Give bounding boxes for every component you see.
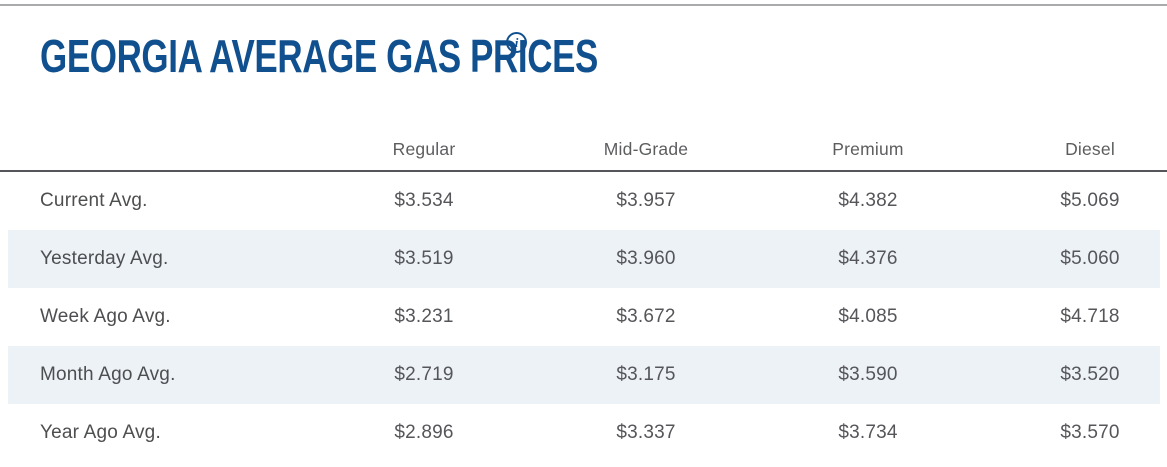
column-header-premium: Premium <box>832 139 904 159</box>
price-cell: $3.519 <box>394 248 454 269</box>
price-cell: $3.175 <box>616 364 676 385</box>
row-label: Month Ago Avg. <box>40 364 176 385</box>
table-header-row: Regular Mid-Grade Premium Diesel <box>0 120 1167 172</box>
page-title: GEORGIA AVERAGE GAS PRICES <box>40 30 598 82</box>
price-cell: $3.520 <box>1060 364 1120 385</box>
price-cell: $3.960 <box>616 248 676 269</box>
table-row-week-ago-avg: Week Ago Avg. $3.231 $3.672 $4.085 $4.71… <box>0 288 1167 346</box>
page-top-divider <box>0 4 1167 6</box>
table-row-current-avg: Current Avg. $3.534 $3.957 $4.382 $5.069 <box>0 172 1167 230</box>
price-cell: $3.590 <box>838 364 898 385</box>
price-cell: $2.896 <box>394 422 454 443</box>
info-icon[interactable]: i <box>506 32 527 53</box>
price-cell: $4.718 <box>1060 306 1120 327</box>
price-cell: $4.382 <box>838 190 898 211</box>
price-cell: $5.069 <box>1060 190 1120 211</box>
table-row-yesterday-avg: Yesterday Avg. $3.519 $3.960 $4.376 $5.0… <box>0 230 1167 288</box>
price-cell: $3.231 <box>394 306 454 327</box>
price-cell: $4.376 <box>838 248 898 269</box>
column-header-diesel: Diesel <box>1065 139 1115 159</box>
page-header: GEORGIA AVERAGE GAS PRICES i <box>40 32 1167 80</box>
column-header-regular: Regular <box>392 139 456 159</box>
price-cell: $3.957 <box>616 190 676 211</box>
table-row-month-ago-avg: Month Ago Avg. $2.719 $3.175 $3.590 $3.5… <box>0 346 1167 404</box>
row-stripe-background <box>8 346 1160 404</box>
row-label: Current Avg. <box>40 190 148 211</box>
price-cell: $3.570 <box>1060 422 1120 443</box>
price-cell: $5.060 <box>1060 248 1120 269</box>
row-label: Year Ago Avg. <box>40 422 161 443</box>
column-header-midgrade: Mid-Grade <box>603 139 689 159</box>
price-cell: $2.719 <box>394 364 454 385</box>
gas-prices-table: Regular Mid-Grade Premium Diesel Current… <box>0 120 1167 462</box>
price-cell: $3.734 <box>838 422 898 443</box>
price-cell: $3.337 <box>616 422 676 443</box>
row-label: Week Ago Avg. <box>40 306 171 327</box>
price-cell: $3.672 <box>616 306 676 327</box>
row-label: Yesterday Avg. <box>40 248 169 269</box>
info-icon-glyph: i <box>514 35 519 50</box>
table-row-year-ago-avg: Year Ago Avg. $2.896 $3.337 $3.734 $3.57… <box>0 404 1167 462</box>
price-cell: $4.085 <box>838 306 898 327</box>
table-corner-cell <box>0 160 313 170</box>
price-cell: $3.534 <box>394 190 454 211</box>
row-stripe-background <box>8 230 1160 288</box>
